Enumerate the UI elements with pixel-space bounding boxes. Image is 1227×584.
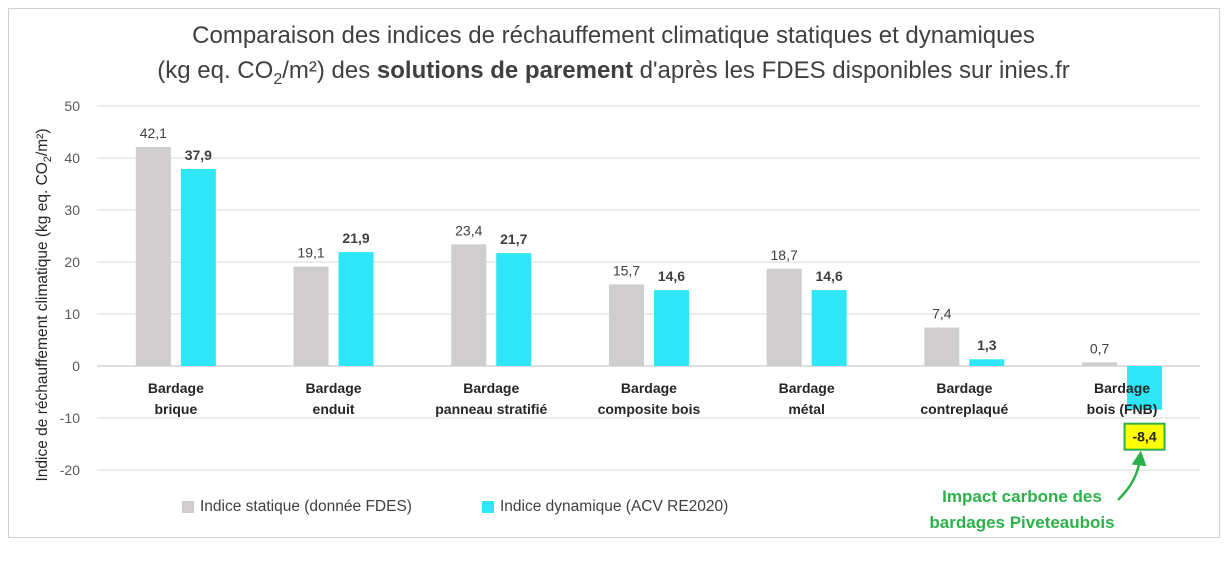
data-label-dynamic-4: 14,6 [816,268,843,284]
data-label-static-6: 0,7 [1090,340,1110,356]
legend-item-static: Indice statique (donnée FDES) [182,498,412,516]
data-label-dynamic-6: -8,4 [1132,429,1156,445]
category-label-3: Bardage [621,380,677,396]
bar-dynamic-3 [653,290,689,366]
y-tick-label: -20 [60,462,80,478]
category-label-6: Bardage [1094,380,1150,396]
legend-item-dynamic: Indice dynamique (ACV RE2020) [482,498,728,516]
bar-static-5 [924,327,960,366]
bar-static-2 [451,244,487,366]
title-line2-sub: 2 [273,70,283,88]
category-label-5: Bardage [936,380,992,396]
data-label-dynamic-1: 21,9 [342,230,369,246]
data-labels: 42,1 37,9 19,1 21,9 23,4 21,7 15,7 14,6 18,7 14,6… [140,125,1166,451]
y-tick-label: 0 [72,358,80,374]
category-label-0: brique [154,401,197,417]
chart-title-line1: Comparaison des indices de réchauffement… [192,22,1035,49]
category-label-3: composite bois [598,401,701,417]
title-line2-mid: /m²) des [282,57,377,84]
bar-dynamic-6 [1127,366,1163,410]
bar-dynamic-4 [811,290,847,366]
legend-swatch-dynamic [482,501,494,513]
data-label-dynamic-2: 21,7 [500,231,527,247]
y-tick-label: 20 [64,254,80,270]
data-label-static-1: 19,1 [297,245,324,261]
y-tick-labels: 50 40 30 20 10 0 -10 -20 [60,98,80,478]
bar-dynamic-5 [969,359,1005,366]
bar-static-4 [766,268,802,366]
category-label-4: métal [788,401,825,417]
category-label-5: contreplaqué [920,401,1008,417]
data-label-static-0: 42,1 [140,125,167,141]
y-tick-label: 40 [64,150,80,166]
annotation-arrow [1117,450,1147,501]
legend-label-static: Indice statique (donnée FDES) [200,498,412,515]
bar-static-3 [608,284,644,366]
data-label-static-5: 7,4 [932,306,952,322]
category-label-1: enduit [313,401,355,417]
data-label-dynamic-3: 14,6 [658,268,685,284]
category-label-6: bois (FNB) [1087,401,1158,417]
title-line2-bold: solutions de parement [376,57,633,84]
data-label-dynamic-5: 1,3 [977,337,997,353]
category-label-1: Bardage [306,380,362,396]
data-label-dynamic-0: 37,9 [185,147,212,163]
y-tick-label: -10 [60,410,80,426]
bar-static-1 [293,266,329,366]
impact-annotation-line1: Impact carbone des [942,487,1102,506]
category-label-4: Bardage [779,380,835,396]
bar-static-0 [135,147,171,366]
category-label-2: Bardage [463,380,519,396]
impact-annotation-line2: bardages Piveteaubois [929,513,1115,532]
title-line2-post: d'après les FDES disponibles sur inies.f… [632,57,1070,84]
data-label-static-4: 18,7 [771,247,798,263]
highlighted-label-box [1123,422,1166,451]
chart-frame [8,8,1220,538]
legend-label-dynamic: Indice dynamique (ACV RE2020) [500,498,729,515]
bar-dynamic-2 [496,253,532,366]
title-line2-pre: (kg eq. CO [157,57,274,84]
y-tick-label: 10 [64,306,80,322]
bars [135,147,1163,410]
bar-static-6 [1082,362,1118,366]
category-labels: Bardage brique Bardage enduit Bardage panneau… [148,380,1158,417]
legend-swatch-static [182,501,194,513]
data-label-static-3: 15,7 [613,262,640,278]
y-tick-label: 50 [64,98,80,114]
category-label-0: Bardage [148,380,204,396]
bar-dynamic-1 [338,252,374,366]
chart-title-line2: (kg eq. CO2/m²) des solutions de paremen… [0,57,1227,89]
bar-dynamic-0 [180,168,216,366]
impact-annotation: Impact carbone des bardages Piveteaubois [912,484,1132,536]
y-tick-label: 30 [64,202,80,218]
category-label-2: panneau stratifié [435,401,547,417]
data-label-static-2: 23,4 [455,222,482,238]
gridlines [97,105,1200,471]
